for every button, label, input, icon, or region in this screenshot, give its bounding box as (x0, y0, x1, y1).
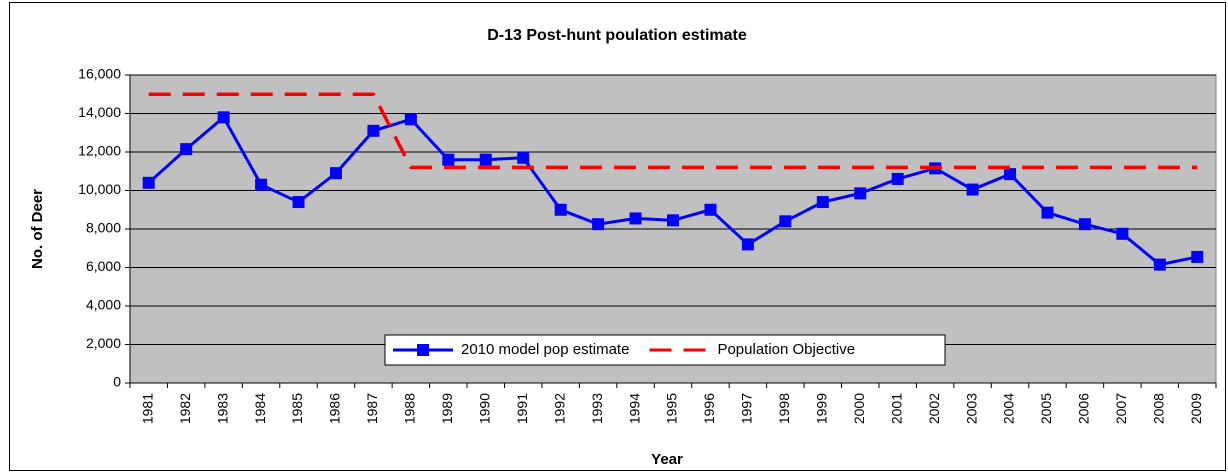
x-tick-label: 1984 (252, 393, 268, 424)
point-marker (255, 178, 268, 191)
point-marker (629, 212, 642, 225)
x-tick-label: 1997 (739, 393, 755, 424)
x-tick-label: 1991 (514, 393, 530, 424)
x-tick-label: 2008 (1151, 393, 1167, 424)
y-axis-label: No. of Deer (29, 189, 46, 269)
y-tick-label: 8,000 (86, 220, 121, 236)
x-tick-label: 2009 (1188, 393, 1204, 424)
point-marker (367, 124, 380, 137)
x-tick-label: 1983 (214, 393, 230, 424)
point-marker (667, 214, 679, 227)
x-tick-label: 1993 (589, 393, 605, 424)
x-tick-label: 2001 (888, 393, 904, 424)
point-marker (1078, 218, 1091, 231)
x-tick-label: 1999 (813, 393, 829, 424)
point-marker (329, 167, 342, 180)
x-tick-label: 1995 (664, 393, 680, 424)
x-tick-label: 2004 (1001, 393, 1017, 424)
point-marker (1116, 227, 1129, 240)
x-tick-label: 1988 (402, 393, 418, 424)
series-line (148, 92, 1198, 170)
legend-label: Population Objective (717, 341, 855, 358)
point-marker (741, 238, 754, 251)
point-marker (816, 196, 829, 209)
x-tick-label: 1987 (364, 393, 380, 424)
point-marker (966, 183, 979, 196)
point-marker (142, 176, 155, 189)
point-marker (1004, 168, 1017, 181)
point-marker (1041, 206, 1054, 219)
legend-label: 2010 model pop estimate (461, 341, 629, 358)
y-tick-label: 12,000 (78, 143, 121, 159)
x-tick-label: 2003 (963, 393, 979, 424)
x-tick-label: 1992 (551, 393, 567, 424)
point-marker (779, 215, 792, 228)
chart-title: D-13 Post-hunt poulation estimate (487, 27, 747, 44)
x-tick-label: 1982 (177, 393, 193, 424)
y-tick-label: 16,000 (78, 66, 121, 82)
x-tick-label: 1996 (701, 393, 717, 424)
point-marker (442, 153, 455, 166)
point-marker (891, 172, 904, 185)
point-marker (479, 153, 492, 166)
x-tick-label: 2005 (1038, 393, 1054, 424)
x-tick-label: 1985 (289, 393, 305, 424)
point-marker (292, 196, 305, 209)
x-tick-label: 2006 (1076, 393, 1092, 424)
point-marker (592, 218, 605, 231)
y-tick-label: 2,000 (86, 335, 121, 351)
point-marker (1191, 250, 1204, 263)
x-tick-label: 1986 (327, 393, 343, 424)
x-tick-label: 1981 (139, 393, 155, 424)
point-marker (554, 203, 567, 216)
x-axis-label: Year (651, 451, 683, 468)
x-tick-label: 1998 (776, 393, 792, 424)
x-tick-label: 1994 (626, 393, 642, 424)
x-tick-label: 1989 (439, 393, 455, 424)
point-marker (217, 111, 230, 124)
point-marker (854, 187, 867, 200)
point-marker (404, 113, 417, 126)
y-tick-label: 6,000 (86, 258, 121, 274)
y-tick-label: 10,000 (78, 181, 121, 197)
y-tick-label: 14,000 (78, 104, 121, 120)
x-tick-label: 2002 (926, 393, 942, 424)
x-tick-label: 2007 (1113, 393, 1129, 424)
y-tick-label: 0 (113, 374, 121, 390)
point-marker (704, 203, 717, 216)
legend-marker (417, 344, 429, 356)
x-tick-label: 1990 (476, 393, 492, 424)
y-tick-label: 4,000 (86, 297, 121, 313)
point-marker (1153, 258, 1166, 271)
point-marker (180, 143, 193, 156)
point-marker (517, 151, 530, 164)
x-tick-label: 2000 (851, 393, 867, 424)
